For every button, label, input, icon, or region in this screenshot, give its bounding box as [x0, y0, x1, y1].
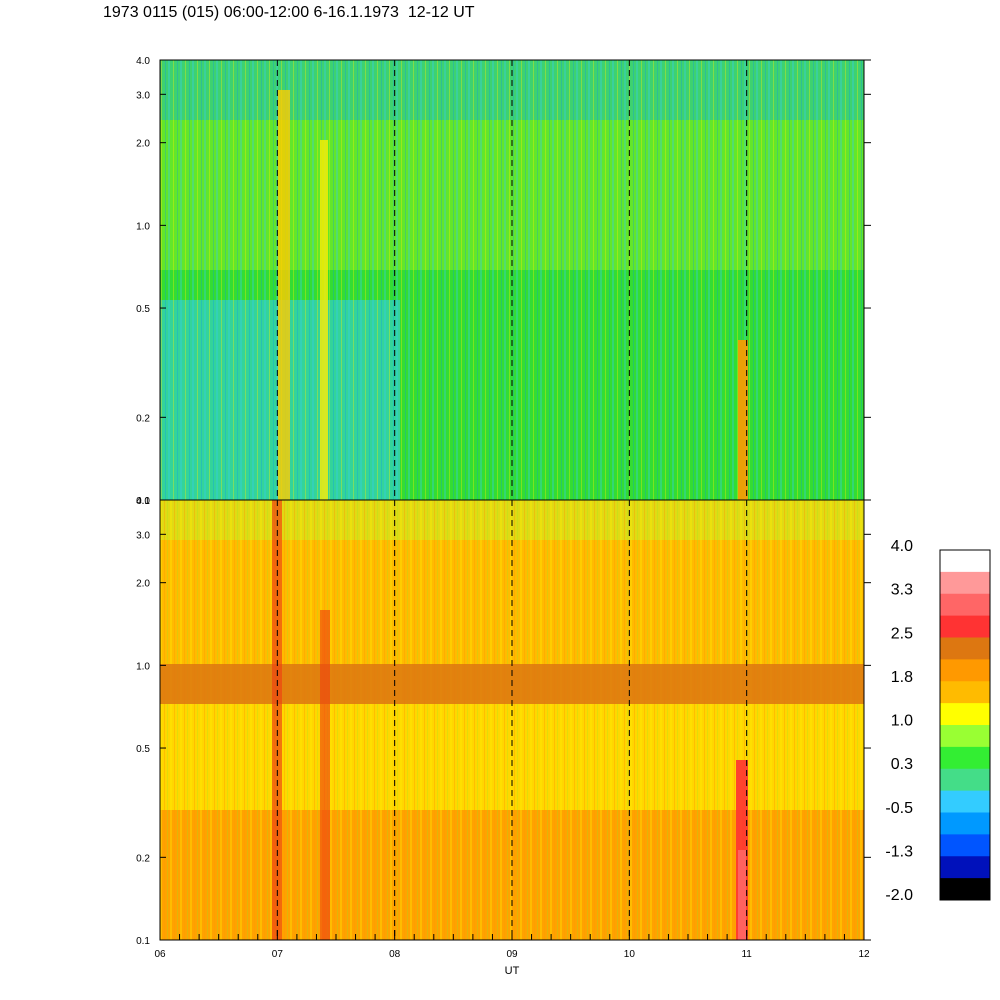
xtick-label: 11 [741, 949, 752, 960]
colorbar-swatch [940, 571, 990, 595]
colorbar-label: -2.0 [885, 887, 913, 904]
upper-ytick-label: 0.1 [136, 496, 150, 507]
colorbar-swatch [940, 703, 990, 726]
xtick-label: 09 [506, 949, 518, 960]
colorbar-swatch [940, 681, 990, 704]
chart-title: 1973 0115 (015) 06:00-12:00 6-16.1.1973 … [103, 4, 475, 21]
upper-ytick-label: 0.2 [136, 413, 150, 424]
colorbar-label: 3.3 [891, 582, 913, 599]
colorbar-swatch [940, 659, 990, 682]
colorbar-swatch [940, 790, 990, 813]
upper-panel-burst-11 [738, 340, 748, 500]
xtick-label: 10 [624, 949, 636, 960]
colorbar-swatch [940, 834, 990, 857]
colorbar-swatch [940, 593, 990, 617]
colorbar-swatch [940, 550, 990, 573]
colorbar-swatch [940, 878, 990, 901]
hour-marker-lines [276, 60, 748, 940]
colorbar-label: -1.3 [885, 843, 913, 860]
upper-panel-burst-0720 [320, 140, 328, 500]
colorbar-label: 0.3 [891, 756, 913, 773]
xtick-label: 08 [389, 949, 401, 960]
upper-ytick-label: 1.0 [136, 221, 150, 232]
colorbar-label: 1.0 [891, 713, 913, 730]
upper-y-axis: 0.1 0.2 0.5 1.0 2.0 3.0 4.0 [136, 56, 871, 507]
colorbar-label: 1.8 [891, 669, 913, 686]
upper-ytick-label: 3.0 [136, 90, 150, 101]
lower-panel: 0.1 0.2 0.5 1.0 2.0 3.0 4.0 [136, 496, 871, 947]
colorbar-swatch [940, 856, 990, 879]
x-axis: 06 07 08 09 10 11 12 [154, 930, 870, 960]
lower-ytick-label: 2.0 [136, 579, 150, 590]
x-axis-label: UT [505, 965, 520, 977]
lower-ytick-label: 0.5 [136, 744, 150, 755]
lower-y-axis: 0.1 0.2 0.5 1.0 2.0 3.0 4.0 [136, 496, 871, 947]
colorbar-swatch [940, 746, 990, 770]
lower-panel-burst-11-core [738, 850, 746, 940]
colorbar-swatch [940, 768, 990, 792]
lower-ytick-label: 0.2 [136, 853, 150, 864]
xtick-label: 12 [858, 949, 870, 960]
colorbar-frame [939, 549, 991, 901]
lower-ytick-label: 0.1 [136, 936, 150, 947]
lower-ytick-label: 1.0 [136, 661, 150, 672]
colorbar-swatch [940, 615, 990, 638]
upper-panel: 0.1 0.2 0.5 1.0 2.0 3.0 4.0 [136, 56, 871, 507]
colorbar-label: 4.0 [891, 538, 913, 555]
colorbar-swatch [940, 812, 990, 835]
lower-panel-burst-0720 [320, 610, 330, 940]
upper-ytick-label: 2.0 [136, 139, 150, 150]
colorbar-swatch [940, 637, 990, 660]
colorbar-swatch [940, 725, 990, 748]
colorbar-label: -0.5 [885, 800, 913, 817]
upper-ytick-label: 0.5 [136, 304, 150, 315]
upper-ytick-label: 4.0 [136, 56, 150, 67]
colorbar: 4.0 3.3 2.5 1.8 1.0 0.3 -0.5 -1.3 -2.0 [885, 538, 991, 904]
upper-panel-burst-07 [278, 90, 290, 500]
lower-ytick-label: 4.0 [136, 496, 150, 507]
xtick-label: 06 [154, 949, 166, 960]
lower-ytick-label: 3.0 [136, 530, 150, 541]
xtick-label: 07 [272, 949, 284, 960]
colorbar-label: 2.5 [891, 625, 913, 642]
